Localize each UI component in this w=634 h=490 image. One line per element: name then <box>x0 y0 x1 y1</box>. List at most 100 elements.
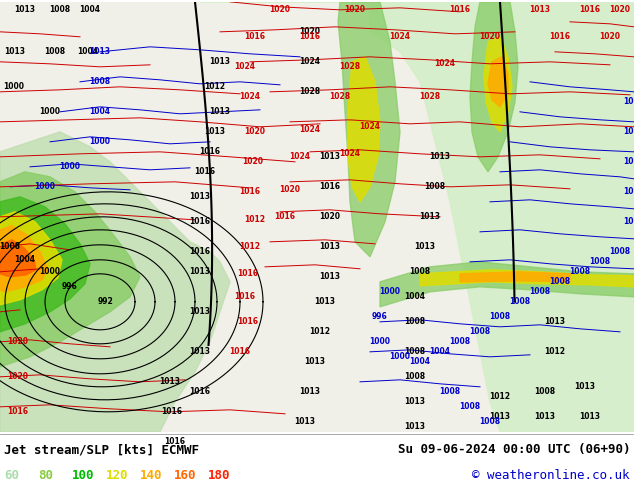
Text: 1008: 1008 <box>469 327 491 336</box>
Text: 1020: 1020 <box>600 32 621 41</box>
Text: 996: 996 <box>62 282 78 292</box>
Text: 1008: 1008 <box>49 5 70 14</box>
Text: 1013: 1013 <box>579 412 600 421</box>
Text: 1016: 1016 <box>240 187 261 196</box>
Text: 1016: 1016 <box>550 32 571 41</box>
Text: 1013: 1013 <box>429 152 451 161</box>
Text: 1012: 1012 <box>545 347 566 356</box>
Text: 1016: 1016 <box>190 218 210 226</box>
Text: 1024: 1024 <box>434 59 455 68</box>
Text: 1016: 1016 <box>245 32 266 41</box>
Text: 1008: 1008 <box>410 268 430 276</box>
Text: 1013: 1013 <box>205 127 226 136</box>
Text: 1008: 1008 <box>623 127 634 136</box>
Text: 1013: 1013 <box>529 5 550 14</box>
Text: 1024: 1024 <box>290 152 311 161</box>
Text: 1013: 1013 <box>545 318 566 326</box>
Text: 1012: 1012 <box>205 82 226 91</box>
Text: 1013: 1013 <box>534 412 555 421</box>
Polygon shape <box>460 272 570 282</box>
Text: 1008: 1008 <box>489 312 510 321</box>
Text: 1004: 1004 <box>15 255 36 264</box>
Text: 1008: 1008 <box>44 48 65 56</box>
Text: 1020: 1020 <box>245 127 266 136</box>
Text: 1008: 1008 <box>0 243 20 251</box>
Text: Su 09-06-2024 00:00 UTC (06+90): Su 09-06-2024 00:00 UTC (06+90) <box>398 443 630 456</box>
Text: 1013: 1013 <box>89 48 110 56</box>
Text: 1008: 1008 <box>529 287 550 296</box>
Text: 992: 992 <box>97 297 113 306</box>
Text: 1013: 1013 <box>304 357 325 367</box>
Text: 1028: 1028 <box>339 62 361 72</box>
Text: 1000: 1000 <box>34 182 56 191</box>
Text: 1004: 1004 <box>429 347 451 356</box>
Polygon shape <box>484 37 512 132</box>
Text: 1013: 1013 <box>190 192 210 201</box>
Text: 1013: 1013 <box>295 417 316 426</box>
Polygon shape <box>0 2 634 432</box>
Text: 80: 80 <box>38 469 53 483</box>
Text: 1028: 1028 <box>299 87 321 97</box>
Text: 1016: 1016 <box>299 32 321 41</box>
Text: 1016: 1016 <box>235 293 256 301</box>
Text: 1013: 1013 <box>209 107 231 116</box>
Text: 1016: 1016 <box>8 407 29 416</box>
Text: 1028: 1028 <box>330 92 351 101</box>
Text: 1016: 1016 <box>238 318 259 326</box>
Text: 1013: 1013 <box>415 243 436 251</box>
Text: 1008: 1008 <box>450 337 470 346</box>
Text: 1013: 1013 <box>190 347 210 356</box>
Text: 1000: 1000 <box>60 162 81 171</box>
Text: 1024: 1024 <box>299 57 321 66</box>
Text: 1000: 1000 <box>370 337 391 346</box>
Polygon shape <box>0 172 140 367</box>
Text: 1008: 1008 <box>590 257 611 267</box>
Text: 1016: 1016 <box>195 167 216 176</box>
Polygon shape <box>380 262 634 307</box>
Text: 1020: 1020 <box>269 5 290 14</box>
Text: 1008: 1008 <box>609 247 631 256</box>
Text: 1008: 1008 <box>623 218 634 226</box>
Text: 1013: 1013 <box>320 152 340 161</box>
Text: 1020: 1020 <box>320 212 340 221</box>
Text: 1013: 1013 <box>190 268 210 276</box>
Text: 1020: 1020 <box>609 5 630 14</box>
Text: 1024: 1024 <box>389 32 410 41</box>
Polygon shape <box>338 2 400 257</box>
Text: 1013: 1013 <box>320 243 340 251</box>
Text: 1024: 1024 <box>299 125 321 134</box>
Text: 1008: 1008 <box>534 387 555 396</box>
Text: 140: 140 <box>140 469 162 483</box>
Text: 1008: 1008 <box>89 77 110 86</box>
Text: 1013: 1013 <box>4 48 25 56</box>
Text: 1013: 1013 <box>404 397 425 406</box>
Text: 1000: 1000 <box>380 287 401 296</box>
Text: 1016: 1016 <box>275 212 295 221</box>
Text: 1016: 1016 <box>200 147 221 156</box>
Text: 1000: 1000 <box>39 107 60 116</box>
Text: 1020: 1020 <box>479 32 500 41</box>
Text: 1004: 1004 <box>410 357 430 367</box>
Polygon shape <box>0 240 36 277</box>
Polygon shape <box>0 197 90 332</box>
Text: 1020: 1020 <box>242 157 264 166</box>
Text: 1008: 1008 <box>569 268 590 276</box>
Polygon shape <box>0 132 230 432</box>
Text: 996: 996 <box>372 312 388 321</box>
Text: 1013: 1013 <box>190 307 210 317</box>
Text: 1008: 1008 <box>424 182 446 191</box>
Text: 1024: 1024 <box>359 122 380 131</box>
Polygon shape <box>470 2 518 172</box>
Text: 1020: 1020 <box>280 185 301 195</box>
Text: Jet stream/SLP [kts] ECMWF: Jet stream/SLP [kts] ECMWF <box>4 443 199 456</box>
Text: 1016: 1016 <box>190 387 210 396</box>
Text: 1012: 1012 <box>309 327 330 336</box>
Text: 1020: 1020 <box>8 372 29 381</box>
Text: 60: 60 <box>4 469 19 483</box>
Polygon shape <box>488 57 508 107</box>
Text: 1004: 1004 <box>77 48 98 56</box>
Text: 1012: 1012 <box>245 215 266 224</box>
Text: 1013: 1013 <box>404 422 425 431</box>
Text: 1024: 1024 <box>240 92 261 101</box>
Text: 1020: 1020 <box>8 337 29 346</box>
